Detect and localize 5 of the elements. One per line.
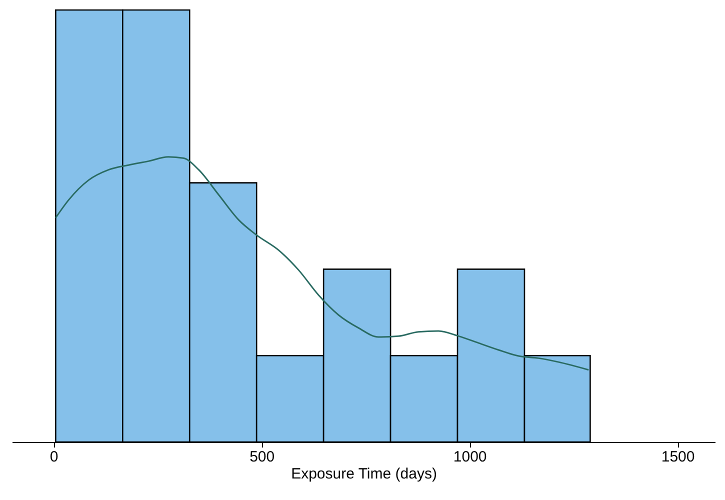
x-tick-label: 0 (50, 448, 58, 466)
x-axis-title: Exposure Time (days) (291, 466, 437, 482)
x-tick-label: 1000 (453, 448, 487, 466)
x-tick-label: 500 (250, 448, 275, 466)
x-tick-label: 1500 (661, 448, 695, 466)
